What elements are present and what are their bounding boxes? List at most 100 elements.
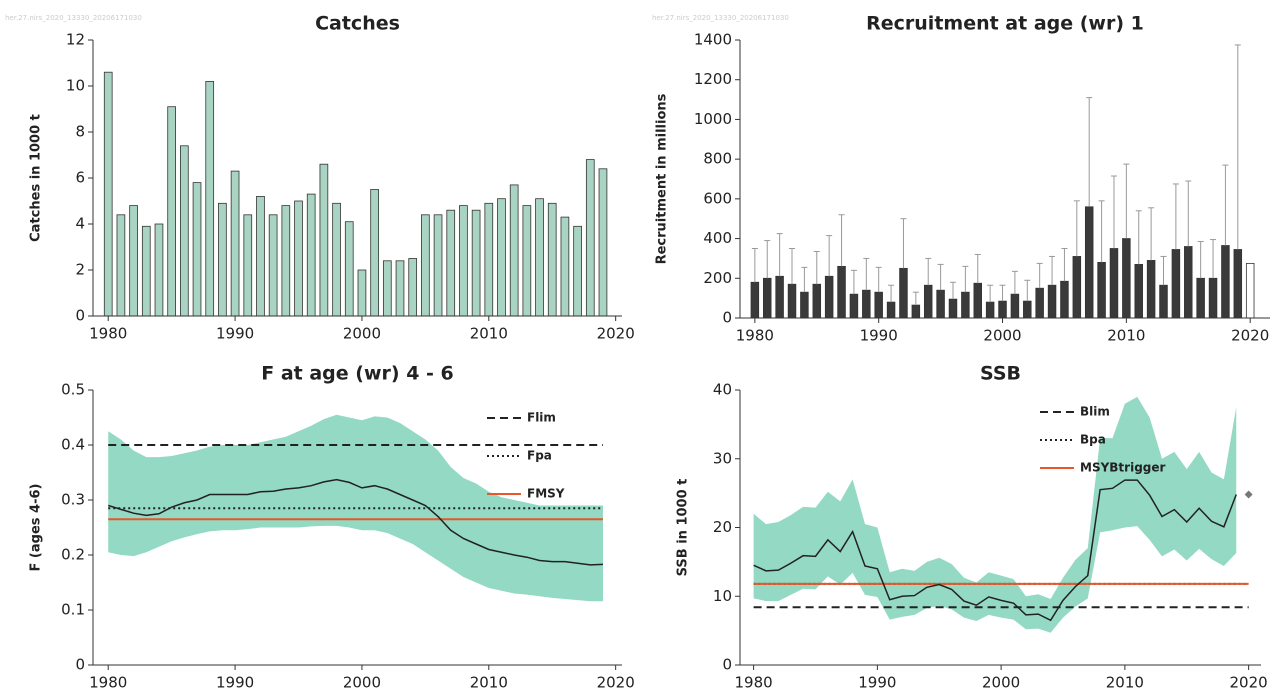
y-tick-label: 0.3 <box>61 491 85 509</box>
x-tick-label: 2020 <box>1230 674 1268 692</box>
x-tick-label: 2010 <box>470 325 508 343</box>
error-bar <box>987 284 994 303</box>
x-tick-label: 1990 <box>216 674 254 692</box>
bar <box>116 214 126 317</box>
bar <box>961 291 970 319</box>
error-bar <box>1110 175 1117 249</box>
y-tick-label: 6 <box>75 169 85 187</box>
bar <box>268 214 278 317</box>
error-bar <box>1011 270 1018 295</box>
y-axis-label: F (ages 4-6) <box>29 484 44 572</box>
error-bar <box>949 281 956 300</box>
y-tick-label: 600 <box>703 189 732 207</box>
bar <box>484 202 494 317</box>
bar <box>180 145 189 317</box>
y-tick-label: 10 <box>66 77 85 95</box>
bar <box>1072 256 1082 319</box>
bar <box>167 106 176 317</box>
bar <box>497 198 506 317</box>
watermark: her.27.nirs_2020_13330_20206171030 <box>652 14 789 22</box>
y-tick-label: 4 <box>75 215 85 233</box>
legend-label: Flim <box>527 411 556 425</box>
error-bar <box>863 257 870 291</box>
error-bar <box>826 235 833 277</box>
bar <box>763 277 772 319</box>
bar <box>370 189 379 317</box>
x-tick-label: 2020 <box>1231 327 1269 345</box>
y-tick-label: 800 <box>703 150 732 168</box>
error-bar <box>850 269 857 295</box>
bar <box>1109 248 1119 319</box>
error-bar <box>776 233 783 277</box>
error-bar <box>1185 180 1192 247</box>
bar <box>787 283 797 319</box>
y-axis-label: Recruitment in millions <box>655 93 670 264</box>
bar <box>1047 284 1057 319</box>
bar <box>800 291 809 319</box>
bar <box>547 202 557 317</box>
x-tick-label: 1980 <box>736 327 774 345</box>
error-bar <box>801 266 808 293</box>
bar <box>192 182 202 317</box>
error-bar <box>1073 200 1080 257</box>
bar <box>862 289 871 319</box>
bar <box>230 170 240 317</box>
bar <box>471 209 481 317</box>
bar <box>1245 262 1255 319</box>
bar <box>395 260 405 317</box>
bar <box>154 223 164 317</box>
bar <box>775 275 784 319</box>
bar <box>1233 249 1243 319</box>
error-bar <box>1098 200 1105 263</box>
bar <box>985 301 995 319</box>
bar <box>344 221 354 317</box>
error-bar <box>974 253 981 284</box>
bar <box>421 214 430 317</box>
bar <box>1035 287 1044 319</box>
error-bar <box>1222 164 1229 246</box>
bar <box>886 301 896 319</box>
y-tick-label: 0 <box>75 307 85 325</box>
confidence-band <box>753 396 1237 633</box>
bar <box>573 225 582 317</box>
watermark: her.27.nirs_2020_13330_20206171030 <box>5 14 142 22</box>
y-tick-label: 8 <box>75 123 85 141</box>
y-tick-label: 0 <box>75 656 85 674</box>
error-bar <box>764 240 771 279</box>
error-bar <box>962 265 969 293</box>
bar <box>936 289 945 319</box>
error-bar <box>888 284 895 303</box>
point <box>1244 490 1253 499</box>
x-tick-label: 2000 <box>343 325 381 343</box>
error-bar <box>813 250 820 285</box>
error-bar <box>1036 262 1043 289</box>
chart-title: F at age (wr) 4 - 6 <box>261 363 454 385</box>
error-bar <box>1234 44 1241 250</box>
legend-label: MSYBtrigger <box>1080 461 1166 475</box>
error-bar <box>925 257 932 286</box>
y-tick-label: 40 <box>713 381 732 399</box>
error-bar <box>1061 248 1068 282</box>
error-bar <box>875 266 882 293</box>
bar <box>923 284 933 319</box>
bar <box>433 214 443 317</box>
confidence-band <box>108 414 603 602</box>
error-bar <box>937 263 944 291</box>
x-tick-label: 1990 <box>216 325 254 343</box>
bar <box>824 275 834 319</box>
bar <box>1184 246 1193 319</box>
x-tick-label: 2000 <box>343 674 381 692</box>
bar <box>1171 249 1181 319</box>
chart-title: Recruitment at age (wr) 1 <box>866 13 1144 35</box>
x-tick-label: 1980 <box>735 674 773 692</box>
x-tick-label: 1980 <box>89 325 127 343</box>
bar <box>1060 280 1069 319</box>
error-bar <box>1135 210 1142 265</box>
x-tick-label: 2010 <box>1107 327 1145 345</box>
error-bar <box>912 291 919 306</box>
bar <box>1010 293 1020 319</box>
chart-title: Catches <box>315 13 400 35</box>
bar <box>812 283 822 319</box>
